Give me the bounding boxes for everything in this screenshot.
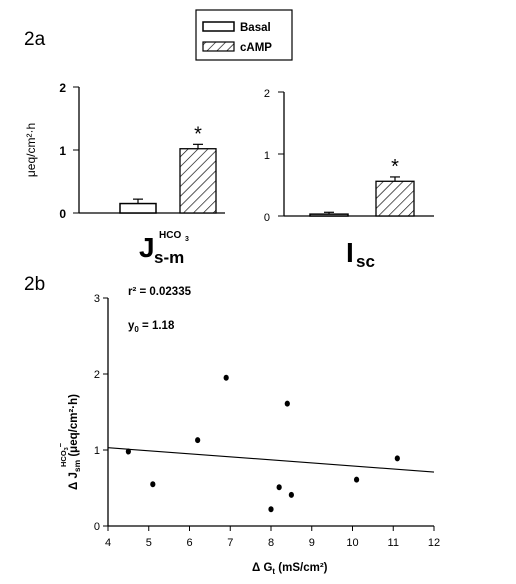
data-point [288,491,294,498]
y-axis-title: μeq/cm²·h [24,123,38,177]
data-point [284,400,290,407]
regression-line [107,447,435,473]
data-point [268,506,274,513]
y-axis-title-super-main: HCO [59,450,68,467]
y0-sub: 0 [134,325,139,334]
x-axis-title-unit: (mS/cm²) [275,562,328,574]
x-axis-title-sub: sc [356,252,375,271]
legend-frame [195,9,293,61]
y-axis-title: Δ Jsm (μeq/cm²·h) HCO3− [56,394,82,490]
legend-swatch-camp [202,41,235,52]
r-squared-annotation: r² = 0.02335 [128,286,192,298]
bar-basal [309,213,349,217]
x-tick-label: 10 [346,537,358,549]
x-axis-title-sub: s-m [154,248,184,267]
bar-basal [119,202,157,214]
x-tick-label: 9 [309,537,315,549]
y-tick-label: 3 [94,293,100,305]
y-axis-title-super-sub: 3 [64,447,70,450]
legend-label-basal: Basal [240,22,271,34]
data-point [125,448,131,455]
x-tick-label: 5 [146,537,152,549]
x-axis-title-super: HCO [159,230,181,241]
y-tick-label: 1 [59,144,66,158]
data-point [195,437,201,444]
y0-prefix: y [128,320,135,332]
x-tick-label: 11 [388,537,399,549]
bar-chart-isc: 2 1 0 * I sc [264,88,434,271]
y-axis-title-main: Δ J [68,472,80,490]
y-axis-title-super-charge: − [56,442,65,447]
significance-star: * [391,156,399,178]
data-point [394,455,400,462]
data-point [276,484,282,491]
y-axis-title-super: HCO3− [56,442,70,467]
x-axis-title: J s-m HCO 3 [139,230,189,267]
bar-chart-jsm: 2 1 0 μeq/cm²·h * J s-m HCO 3 [24,81,225,267]
data-point [223,374,229,381]
x-axis-title: Δ Gt (mS/cm²) [252,562,328,576]
y-tick-label: 0 [94,521,100,533]
y-ticks: 0 1 2 3 [94,293,108,533]
significance-star: * [194,123,202,145]
y-axis-title-sub: sm [72,459,82,472]
x-tick-label: 8 [268,537,274,549]
x-axis-title-main: J [139,232,155,263]
legend-swatch-basal [202,21,235,32]
x-tick-label: 4 [105,537,111,549]
y-axis-title-unit: (μeq/cm²·h) [68,394,80,460]
panel-label-2b: 2b [24,274,45,295]
legend: Basal cAMP [195,9,293,61]
panel-label-2a: 2a [24,29,46,50]
legend-label-camp: cAMP [240,42,272,54]
y-tick-label: 2 [94,369,100,381]
x-axis-title-main: Δ G [252,562,272,574]
x-tick-label: 7 [227,537,233,549]
x-tick-label: 12 [428,537,440,549]
y-tick-label: 1 [264,150,270,162]
y0-value: = 1.18 [139,320,175,332]
y-tick-label: 0 [264,212,270,224]
data-point [353,476,360,483]
data-points [125,374,400,513]
x-axis-title-main: I [346,237,354,268]
x-axis-title: I sc [346,237,375,271]
y0-annotation: y0 = 1.18 [128,320,175,334]
x-ticks: 4 5 6 7 8 9 10 11 12 [105,526,440,549]
x-tick-label: 6 [186,537,192,549]
y-tick-label: 2 [264,88,270,100]
y-axis-title-text: Δ Jsm (μeq/cm²·h) [68,394,82,490]
x-axis-title-sub: t [272,567,275,576]
y-tick-label: 1 [94,445,100,457]
bar-camp [375,180,415,217]
x-axis-title-super-sub: 3 [185,236,189,243]
y-tick-label: 0 [59,207,66,221]
data-point [150,481,156,488]
y-tick-label: 2 [59,81,66,95]
bar-camp [179,148,217,214]
